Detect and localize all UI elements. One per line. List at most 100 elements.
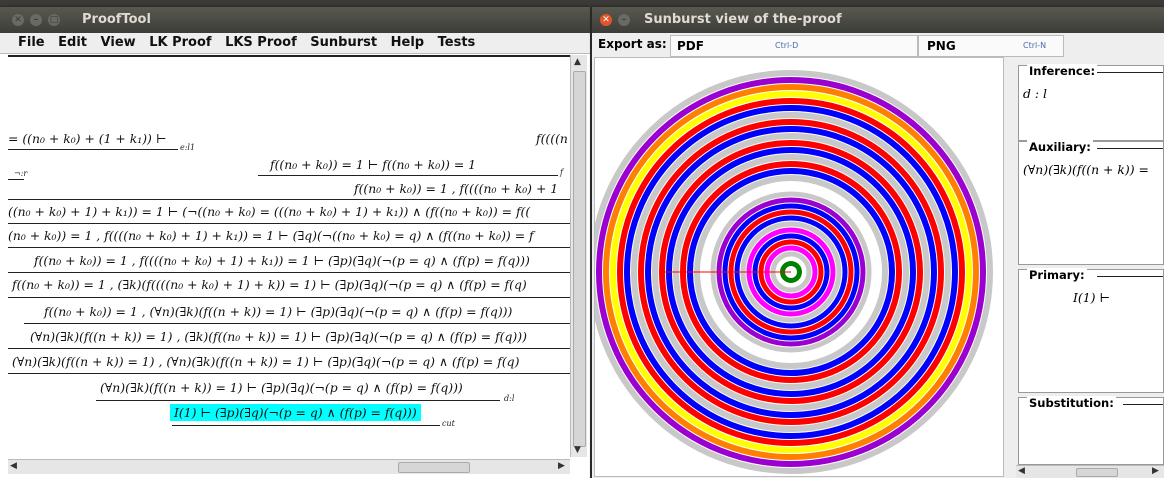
inference-rule [8,199,570,200]
sunburst-ring[interactable] [592,70,993,474]
sunburst-ring[interactable] [638,119,944,425]
inference-rule [8,373,570,374]
inference-rule [172,425,440,426]
selection-outline [660,271,832,401]
inference-rule [258,175,558,176]
inference-rule [8,297,570,298]
rule-label: ¬:r [14,169,28,178]
proof-view[interactable]: = ((n₀ + k₀) + (1 + k₁)) ⊢ e:l1 f((((n ¬… [8,55,570,459]
menu-bar: File Edit View LK Proof LKS Proof Sunbur… [0,33,590,54]
inference-box: Inference: d : l [1018,64,1164,141]
proof-line: (n₀ + k₀)) = 1 , f((((n₀ + k₀) + 1) + k₁… [8,228,534,243]
scroll-down-icon[interactable]: ▼ [574,445,581,455]
export-toolbar: Export as: PDF Ctrl-D PNG Ctrl-N [592,33,1164,57]
proof-line: f((n₀ + k₀)) = 1 , (∀n)(∃k)(f((n + k)) =… [44,304,513,319]
scroll-up-icon[interactable]: ▲ [574,57,581,67]
menu-lks-proof[interactable]: LKS Proof [225,35,297,50]
export-pdf-button[interactable]: PDF Ctrl-D [670,35,918,57]
maximize-icon[interactable]: □ [48,14,60,26]
menu-file[interactable]: File [18,35,45,50]
box-divider [1097,276,1163,277]
inference-value: d : l [1023,86,1047,101]
proof-line: (∀n)(∃k)(f((n + k)) = 1) , (∃k)(f((n₀ + … [30,329,527,344]
substitution-title: Substitution: [1027,396,1116,410]
inference-rule [8,223,570,224]
window-title: ProofTool [82,12,151,27]
primary-title: Primary: [1027,268,1087,282]
minimize-icon[interactable]: – [30,14,42,26]
sunburst-panel[interactable] [592,57,1004,477]
menu-help[interactable]: Help [390,35,425,50]
sunburst-ring[interactable] [645,126,937,418]
menu-edit[interactable]: Edit [58,35,87,50]
proof-line: f((n₀ + k₀)) = 1 , f((((n₀ + k₀) + 1) + … [34,253,530,268]
proof-line: = ((n₀ + k₀) + (1 + k₁)) ⊢ [8,131,167,146]
horizontal-scrollbar[interactable]: ◀ ▶ [8,459,570,474]
rule-label: cut [442,419,455,428]
proof-line: ((n₀ + k₀) + 1) + k₁)) = 1 ⊢ (¬((n₀ + k₀… [8,204,531,219]
primary-box: Primary: I(1) ⊢ [1018,268,1164,393]
proof-line: f((((n [536,131,568,146]
scroll-thumb[interactable] [573,71,586,447]
proof-line: (∀n)(∃k)(f((n + k)) = 1) ⊢ (∃p)(∃q)(¬(p … [100,380,463,395]
details-panel: Inference: d : l Auxiliary: (∀n)(∃k)(f((… [1016,57,1164,465]
inference-rule [8,149,178,150]
pdf-shortcut: Ctrl-D [775,41,799,50]
sunburst-ring[interactable] [631,112,951,432]
sunburst-ring[interactable] [610,91,972,453]
box-divider [1123,404,1163,405]
selected-proof-line[interactable]: I(1) ⊢ (∃p)(∃q)(¬(p = q) ∧ (f(p) = f(q))… [170,404,421,421]
sunburst-ring[interactable] [652,133,930,411]
menu-tests[interactable]: Tests [437,35,476,50]
close-icon[interactable]: ✕ [12,14,24,26]
box-divider [1097,148,1163,149]
proof-line: (∀n)(∃k)(f((n + k)) = 1) , (∀n)(∃k)(f((n… [12,354,520,369]
window-title: Sunburst view of the-proof [644,12,842,27]
inference-rule [8,272,570,273]
prooftool-window: ✕ – □ ProofTool File Edit View LK Proof … [0,7,590,478]
scroll-thumb[interactable] [398,462,470,473]
vertical-scrollbar[interactable]: ▲ ▼ [570,55,587,457]
selection-outline [682,271,822,381]
inference-rule [96,400,500,401]
export-png-button[interactable]: PNG Ctrl-N [918,35,1064,57]
sunburst-titlebar[interactable]: ✕ – Sunburst view of the-proof [592,7,1164,33]
auxiliary-box: Auxiliary: (∀n)(∃k)(f((n + k)) = [1018,140,1164,265]
proof-line: f((n₀ + k₀)) = 1 , f((((n₀ + k₀) + 1 [354,181,559,196]
box-divider [1097,72,1163,73]
inference-rule [8,247,570,248]
rule-label: e:l1 [180,143,196,152]
rule-label: d:l [504,394,515,403]
menu-lk-proof[interactable]: LK Proof [149,35,212,50]
sunburst-chart[interactable] [592,58,1003,476]
details-horizontal-scrollbar[interactable]: ◀ ▶ [1016,465,1164,478]
png-label: PNG [927,39,956,53]
sunburst-ring[interactable] [596,77,986,467]
close-icon[interactable]: ✕ [600,14,612,26]
sunburst-ring[interactable] [617,98,965,446]
sunburst-window: ✕ – Sunburst view of the-proof Export as… [592,7,1164,478]
export-label: Export as: [598,37,667,51]
inference-rule [24,323,570,324]
sunburst-ring[interactable] [624,105,958,439]
sunburst-ring[interactable] [603,84,979,460]
auxiliary-value: (∀n)(∃k)(f((n + k)) = [1023,162,1149,177]
primary-value: I(1) ⊢ [1073,290,1111,305]
menu-sunburst[interactable]: Sunburst [310,35,378,50]
menu-view[interactable]: View [100,35,136,50]
inference-title: Inference: [1027,64,1098,78]
scroll-thumb[interactable] [1076,468,1118,477]
scroll-right-icon[interactable]: ▶ [558,461,565,471]
prooftool-titlebar[interactable]: ✕ – □ ProofTool [0,7,590,33]
proof-line: f((n₀ + k₀)) = 1 , (∃k)(f((((n₀ + k₀) + … [12,277,527,292]
pdf-label: PDF [677,39,704,53]
scroll-left-icon[interactable]: ◀ [1018,466,1025,476]
rule-label: f [560,168,563,177]
scroll-left-icon[interactable]: ◀ [10,461,17,471]
inference-rule [8,348,570,349]
auxiliary-title: Auxiliary: [1027,140,1093,154]
substitution-box: Substitution: [1018,396,1164,465]
proof-line: f((n₀ + k₀)) = 1 ⊢ f((n₀ + k₀)) = 1 [270,157,477,172]
scroll-right-icon[interactable]: ▶ [1152,466,1159,476]
minimize-icon[interactable]: – [618,14,630,26]
